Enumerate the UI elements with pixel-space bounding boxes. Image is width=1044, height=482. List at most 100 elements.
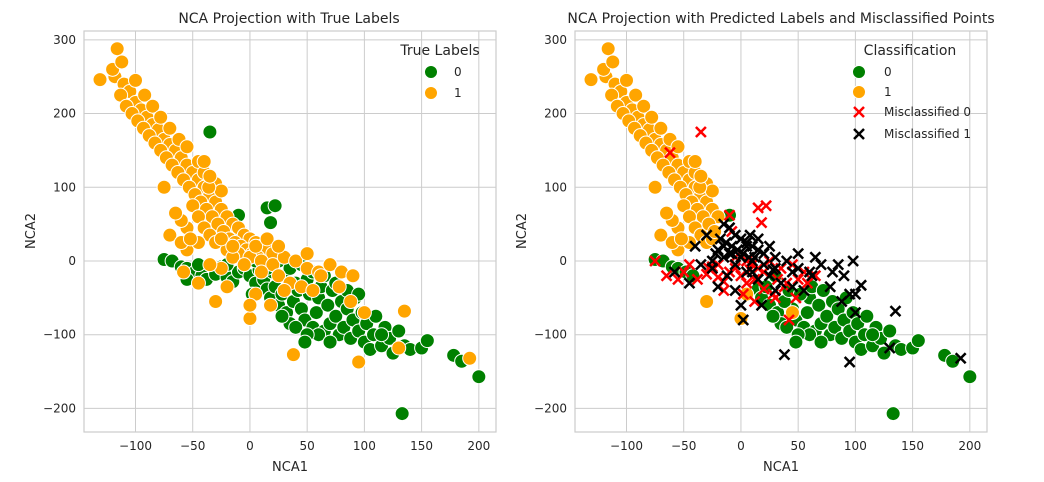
legend-marker-misclassified-0: [853, 106, 865, 118]
point-class-1: [92, 72, 108, 88]
point-class-0: [799, 305, 815, 321]
point-class-1: [636, 98, 652, 114]
x-axis-label: NCA1: [272, 460, 308, 475]
chart-title: NCA Projection with True Labels: [178, 11, 399, 27]
chart-predicted-labels: NCA Projection with Predicted Labels and…: [515, 11, 995, 475]
point-misclassified-1: [737, 314, 750, 326]
legend-marker-0: [852, 65, 866, 79]
point-class-0: [811, 297, 827, 313]
point-class-0: [765, 308, 781, 324]
y-tick-label: −100: [43, 328, 76, 342]
point-misclassified-1: [778, 348, 791, 361]
point-misclassified-1: [740, 236, 753, 249]
scatter-points: [583, 41, 978, 422]
tick-labels: −100 −50 0 50 100 150 200 −200 −100 0 100 200 300: [43, 33, 490, 453]
point-misclassified-1: [740, 266, 753, 278]
x-axis-label: NCA1: [763, 460, 799, 475]
point-class-0: [865, 327, 881, 343]
point-misclassified-1: [717, 251, 730, 264]
point-class-0: [815, 282, 831, 298]
point-class-1: [391, 340, 407, 356]
y-tick-label: 200: [53, 107, 76, 121]
point-class-1: [196, 153, 212, 169]
point-misclassified-0: [740, 277, 753, 289]
point-misclassified-1: [757, 258, 770, 271]
point-class-1: [225, 238, 241, 254]
point-misclassified-1: [668, 266, 681, 278]
point-class-1: [182, 231, 198, 247]
point-class-1: [179, 139, 195, 155]
point-misclassified-1: [883, 342, 896, 354]
point-class-0: [267, 198, 283, 214]
point-misclassified-1: [792, 247, 805, 260]
point-class-1: [619, 72, 634, 88]
x-tick-label: −100: [119, 439, 152, 453]
legend: True Labels 0 1: [399, 43, 480, 100]
x-tick-label: −50: [671, 439, 696, 453]
legend-marker-1: [424, 86, 438, 100]
chart-true-labels: NCA Projection with True Labels −100 −50 0…: [24, 11, 497, 475]
point-misclassified-0: [660, 269, 673, 282]
point-class-0: [374, 327, 390, 343]
point-misclassified-1: [748, 251, 761, 264]
point-class-1: [605, 54, 621, 70]
point-class-1: [176, 264, 192, 280]
legend-label-misclassified-1: Misclassified 1: [884, 127, 971, 141]
point-class-0: [394, 406, 410, 422]
point-misclassified-1: [731, 244, 744, 256]
point-misclassified-1: [729, 258, 742, 271]
point-misclassified-1: [721, 269, 734, 282]
point-misclassified-1: [838, 269, 850, 282]
point-class-1: [704, 183, 720, 199]
point-misclassified-1: [752, 232, 764, 245]
point-class-1: [263, 297, 279, 313]
point-misclassified-1: [798, 284, 810, 297]
point-misclassified-1: [786, 280, 799, 293]
legend-label-0: 0: [454, 65, 462, 79]
y-tick-label: 200: [544, 107, 567, 121]
point-misclassified-1: [849, 306, 862, 319]
point-class-0: [263, 215, 279, 231]
point-misclassified-0: [737, 288, 750, 301]
point-class-1: [259, 231, 275, 247]
point-misclassified-0: [695, 126, 707, 138]
point-misclassified-1: [712, 280, 724, 293]
point-class-1: [670, 139, 686, 155]
point-class-1: [653, 120, 669, 136]
point-misclassified-0: [677, 266, 690, 278]
point-class-1: [213, 183, 229, 199]
point-misclassified-1: [729, 284, 742, 297]
point-misclassified-1: [792, 262, 805, 275]
point-class-1: [305, 282, 321, 298]
point-misclassified-0: [723, 209, 736, 222]
point-misclassified-1: [763, 240, 776, 253]
point-class-1: [693, 168, 709, 184]
point-misclassified-1: [744, 229, 756, 242]
legend-marker-0: [424, 65, 438, 79]
point-misclassified-0: [691, 273, 704, 286]
point-class-1: [628, 87, 644, 103]
y-axis-label: NCA2: [515, 213, 530, 249]
y-tick-label: −200: [43, 401, 76, 415]
legend-title: True Labels: [399, 43, 479, 59]
point-misclassified-1: [954, 352, 967, 365]
scatter-points: [92, 41, 487, 422]
point-class-1: [271, 268, 287, 284]
point-misclassified-0: [748, 295, 761, 308]
point-misclassified-1: [767, 263, 779, 276]
legend-label-1: 1: [454, 86, 462, 100]
point-class-0: [813, 334, 829, 350]
point-class-1: [242, 297, 258, 313]
point-class-0: [788, 334, 804, 350]
y-tick-label: 300: [53, 33, 76, 47]
point-misclassified-1: [843, 356, 856, 368]
point-class-0: [322, 334, 338, 350]
point-class-1: [253, 264, 269, 280]
point-class-1: [242, 310, 258, 326]
point-misclassified-0: [783, 314, 795, 326]
x-tick-label: 0: [246, 439, 254, 453]
point-class-1: [699, 294, 715, 310]
point-misclassified-1: [769, 251, 782, 264]
point-class-0: [308, 305, 324, 321]
point-misclassified-1: [709, 247, 722, 260]
